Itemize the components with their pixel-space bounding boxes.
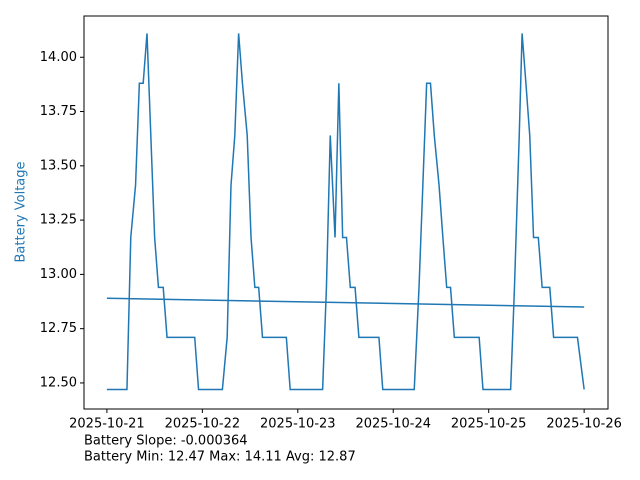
line: [106, 33, 585, 391]
line: [106, 297, 585, 308]
x-tick-label: 2025-10-25: [451, 417, 527, 432]
plot-frame: [83, 15, 609, 410]
y-tick-label: 13.25: [40, 213, 77, 228]
annotation: Battery Min: 12.47 Max: 14.11 Avg: 12.87: [84, 450, 356, 465]
x-tick-label: 2025-10-23: [260, 417, 336, 432]
y-tick-label: 14.00: [40, 50, 77, 65]
x-tick-label: 2025-10-22: [165, 417, 241, 432]
x-tick-label: 2025-10-26: [546, 417, 622, 432]
y-tick-label: 12.75: [40, 321, 77, 336]
annotation: Battery Slope: -0.000364: [84, 434, 248, 449]
y-tick-label: 13.75: [40, 104, 77, 119]
x-tick-label: 2025-10-21: [69, 417, 145, 432]
y-tick-label: 13.00: [40, 267, 77, 282]
y-axis-label: Battery Voltage: [14, 161, 29, 262]
x-tick-label: 2025-10-24: [355, 417, 431, 432]
y-tick-label: 13.50: [40, 158, 77, 173]
y-tick-label: 12.50: [40, 375, 77, 390]
